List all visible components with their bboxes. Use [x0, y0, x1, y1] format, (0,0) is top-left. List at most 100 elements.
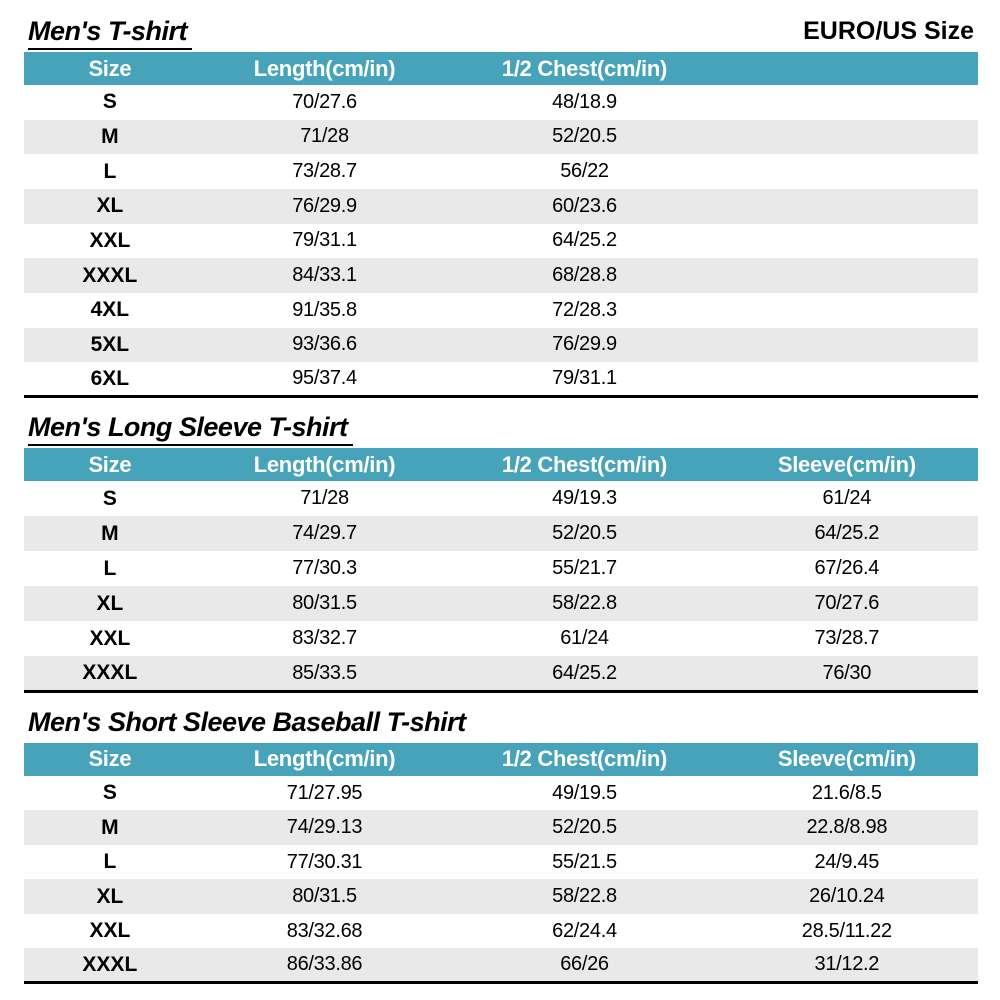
value-cell: 77/30.31 — [286, 850, 363, 873]
value-cell — [716, 154, 978, 189]
header-row: Size Length(cm/in) 1/2 Chest(cm/in) Sleeve(… — [24, 742, 978, 776]
value-cell: 71/28 — [300, 125, 349, 148]
value-cell: 55/21.7 — [552, 557, 617, 580]
value-cell — [716, 120, 978, 155]
table-row: L 73/28.7 56/22 — [24, 154, 978, 189]
table-row: XL 80/31.5 58/22.8 26/10.24 — [24, 879, 978, 914]
column-header: Length(cm/in) — [253, 451, 396, 477]
value-cell: 58/22.8 — [552, 885, 617, 908]
table-row: S 70/27.6 48/18.9 — [24, 85, 978, 120]
value-cell — [716, 224, 978, 259]
column-header: Sleeve(cm/in) — [777, 746, 916, 772]
value-cell: 55/21.5 — [552, 850, 617, 873]
value-cell: 68/28.8 — [552, 264, 617, 287]
value-cell: 24/9.45 — [814, 850, 880, 873]
value-cell: 73/28.7 — [814, 627, 880, 650]
section-title: Men's Short Sleeve Baseball T-shirt — [28, 706, 466, 737]
value-cell: 79/31.1 — [552, 367, 617, 390]
value-cell: 49/19.3 — [552, 487, 617, 510]
section-mens-tshirt: Men's T-shirt EURO/US Size Size Length(cm… — [24, 16, 978, 399]
header-row: Size Length(cm/in) 1/2 Chest(cm/in) Sleeve(… — [24, 448, 978, 482]
size-table-mens-long-sleeve: Size Length(cm/in) 1/2 Chest(cm/in) Sleeve(… — [24, 448, 978, 693]
value-cell: 64/25.2 — [552, 661, 617, 684]
value-cell: 79/31.1 — [292, 229, 357, 252]
size-cell: M — [101, 124, 119, 148]
column-header: Length(cm/in) — [253, 55, 396, 81]
value-cell — [716, 189, 978, 224]
table-row: L 77/30.31 55/21.5 24/9.45 — [24, 845, 978, 880]
value-cell: 28.5/11.22 — [801, 919, 892, 942]
size-cell: L — [103, 159, 117, 183]
title-row: Men's T-shirt EURO/US Size — [28, 16, 974, 50]
value-cell: 52/20.5 — [552, 522, 617, 545]
value-cell — [716, 258, 978, 293]
table-row: S 71/28 49/19.3 61/24 — [24, 481, 978, 516]
value-cell: 74/29.13 — [286, 816, 363, 839]
value-cell: 67/26.4 — [814, 557, 880, 580]
section-title: Men's Long Sleeve T-shirt — [28, 412, 353, 447]
value-cell: 77/30.3 — [292, 557, 357, 580]
value-cell: 84/33.1 — [292, 264, 357, 287]
size-cell: 5XL — [90, 332, 130, 356]
value-cell: 71/27.95 — [286, 781, 363, 804]
size-cell: M — [101, 521, 119, 545]
table-row: XL 76/29.9 60/23.6 — [24, 188, 978, 224]
value-cell: 60/23.6 — [552, 194, 617, 217]
size-cell: S — [102, 486, 117, 510]
value-cell: 93/36.6 — [292, 333, 357, 356]
table-row: M 74/29.13 52/20.5 22.8/8.98 — [24, 810, 978, 845]
value-cell: 70/27.6 — [292, 90, 357, 113]
size-cell: XXXL — [82, 263, 138, 287]
value-cell — [716, 85, 978, 120]
size-cell: XL — [96, 194, 124, 218]
column-header: Size — [88, 451, 132, 477]
column-header: 1/2 Chest(cm/in) — [501, 746, 668, 772]
value-cell: 48/18.9 — [552, 90, 617, 113]
value-cell — [716, 293, 978, 328]
table-row: XXXL 85/33.5 64/25.2 76/30 — [24, 656, 978, 692]
value-cell: 95/37.4 — [292, 367, 357, 390]
size-cell: L — [103, 850, 117, 874]
column-header: 1/2 Chest(cm/in) — [501, 55, 668, 81]
value-cell: 70/27.6 — [814, 592, 880, 615]
value-cell: 83/32.68 — [286, 919, 363, 942]
size-cell: S — [102, 90, 117, 114]
table-row: 4XL 91/35.8 72/28.3 — [24, 293, 978, 328]
column-header: Length(cm/in) — [253, 746, 396, 772]
value-cell: 72/28.3 — [552, 298, 617, 321]
table-row: M 74/29.7 52/20.5 64/25.2 — [24, 516, 978, 552]
value-cell: 61/24 — [560, 627, 609, 650]
column-header: Sleeve(cm/in) — [777, 451, 916, 477]
size-cell: S — [102, 781, 117, 805]
value-cell: 76/30 — [822, 661, 872, 684]
value-cell: 74/29.7 — [292, 522, 357, 545]
value-cell: 22.8/8.98 — [806, 816, 888, 839]
value-cell: 71/28 — [300, 487, 349, 510]
value-cell: 83/32.7 — [292, 627, 357, 650]
header-row: Size Length(cm/in) 1/2 Chest(cm/in) — [24, 52, 978, 85]
value-cell: 62/24.4 — [552, 919, 617, 942]
value-cell — [716, 328, 978, 363]
size-cell: 6XL — [90, 366, 130, 390]
value-cell: 86/33.86 — [286, 953, 363, 976]
size-cell: XXL — [89, 228, 131, 252]
size-cell: XXL — [89, 919, 131, 943]
table-row: L 77/30.3 55/21.7 67/26.4 — [24, 551, 978, 586]
size-cell: M — [101, 815, 119, 839]
table-row: XXL 83/32.68 62/24.4 28.5/11.22 — [24, 914, 978, 949]
value-cell: 80/31.5 — [292, 885, 357, 908]
value-cell: 91/35.8 — [292, 298, 357, 321]
value-cell: 64/25.2 — [552, 229, 617, 252]
value-cell: 61/24 — [822, 487, 872, 510]
title-row: Men's Long Sleeve T-shirt — [28, 412, 974, 447]
value-cell: 21.6/8.5 — [811, 781, 882, 804]
table-row: 5XL 93/36.6 76/29.9 — [24, 327, 978, 363]
value-cell: 52/20.5 — [552, 125, 617, 148]
section-title: Men's T-shirt — [28, 16, 192, 50]
value-cell: 26/10.24 — [809, 885, 885, 908]
section-mens-long-sleeve: Men's Long Sleeve T-shirt Size Length(cm/… — [24, 412, 978, 693]
size-cell: XL — [96, 591, 124, 615]
value-cell: 76/29.9 — [552, 333, 617, 356]
size-cell: XL — [96, 884, 124, 908]
table-row: XXXL 86/33.86 66/26 31/12.2 — [24, 948, 978, 983]
